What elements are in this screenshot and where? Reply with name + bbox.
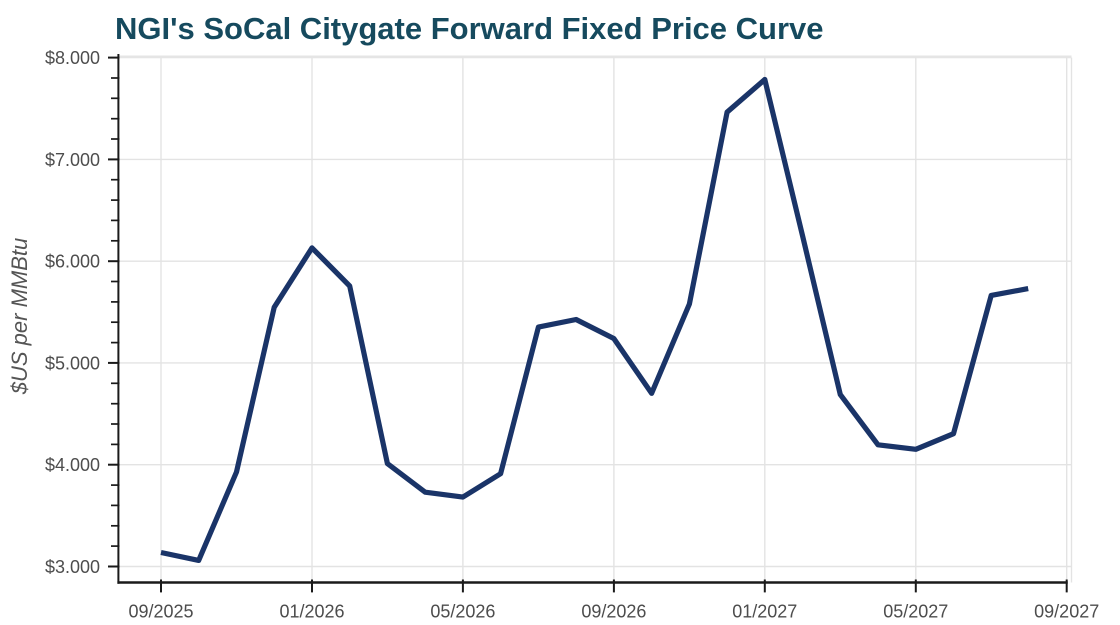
svg-text:09/2025: 09/2025 bbox=[128, 601, 193, 621]
svg-text:09/2026: 09/2026 bbox=[581, 601, 646, 621]
svg-text:05/2027: 05/2027 bbox=[883, 601, 948, 621]
svg-text:$7.000: $7.000 bbox=[45, 150, 100, 170]
svg-text:$3.000: $3.000 bbox=[45, 557, 100, 577]
svg-text:$6.000: $6.000 bbox=[45, 252, 100, 272]
svg-text:01/2026: 01/2026 bbox=[279, 601, 344, 621]
svg-text:01/2027: 01/2027 bbox=[732, 601, 797, 621]
svg-text:$5.000: $5.000 bbox=[45, 353, 100, 373]
svg-text:$8.000: $8.000 bbox=[45, 48, 100, 68]
svg-text:$4.000: $4.000 bbox=[45, 455, 100, 475]
svg-text:09/2027: 09/2027 bbox=[1034, 601, 1099, 621]
svg-text:NGI's SoCal Citygate Forward F: NGI's SoCal Citygate Forward Fixed Price… bbox=[115, 11, 824, 46]
svg-text:$US per MMBtu: $US per MMBtu bbox=[7, 238, 32, 396]
svg-text:05/2026: 05/2026 bbox=[430, 601, 495, 621]
